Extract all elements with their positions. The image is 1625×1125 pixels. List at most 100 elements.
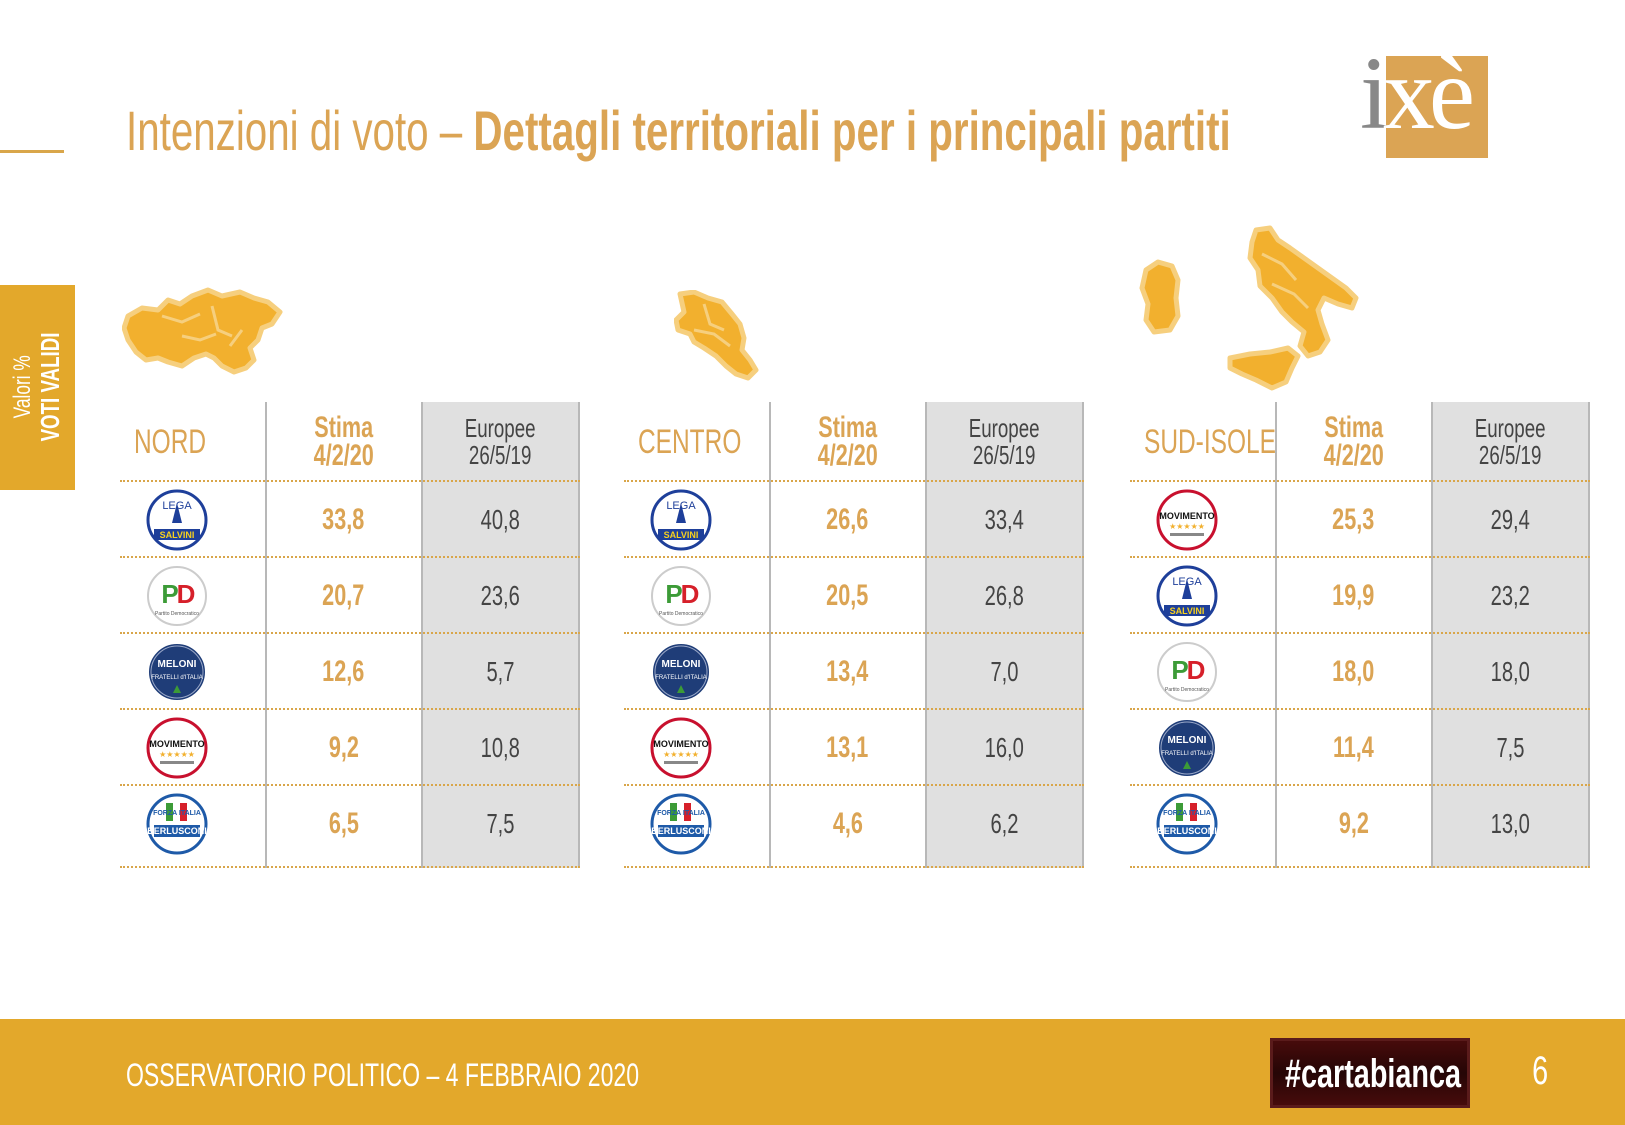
header-stima-line1: Stima: [818, 411, 877, 444]
row-separator: [1130, 708, 1590, 710]
row-separator: [1130, 866, 1590, 868]
header-europee-line1: Europee: [1474, 413, 1546, 443]
region-name-label: NORD: [134, 422, 207, 461]
lega-salvini-logo-icon: LEGA SALVINI: [650, 489, 712, 551]
europee-value: 40,8: [480, 504, 520, 535]
party-logo: LEGA SALVINI: [1156, 565, 1218, 627]
svg-text:MOVIMENTO: MOVIMENTO: [1159, 511, 1214, 521]
table-row: MOVIMENTO ★★★★★ 13,1 16,0: [624, 710, 1084, 786]
party-logo: P D Partito Democratico: [650, 565, 712, 627]
stima-value: 20,5: [826, 579, 869, 612]
stima-cell: 11,4: [1276, 710, 1431, 786]
header-stima-line2: 4/2/20: [313, 439, 374, 472]
stima-value: 6,5: [328, 807, 359, 840]
svg-text:MELONI: MELONI: [158, 659, 197, 670]
europee-value: 10,8: [480, 732, 520, 763]
row-separator: [624, 632, 1084, 634]
header-stima: Stima 4/2/20: [770, 402, 925, 482]
party-logo: FORZA ITALIA BERLUSCONI: [1156, 793, 1218, 855]
svg-text:FORZA ITALIA: FORZA ITALIA: [153, 810, 201, 817]
header-stima-line1: Stima: [314, 411, 373, 444]
row-separator: [624, 708, 1084, 710]
row-separator: [1130, 556, 1590, 558]
stima-cell: 19,9: [1276, 558, 1431, 634]
svg-text:FRATELLI d'ITALIA: FRATELLI d'ITALIA: [1161, 751, 1213, 757]
movimento-5-stelle-logo-icon: MOVIMENTO★★★★★: [146, 717, 208, 779]
svg-text:MELONI: MELONI: [662, 659, 701, 670]
stima-value: 12,6: [322, 655, 365, 688]
svg-text:MOVIMENTO: MOVIMENTO: [149, 739, 204, 749]
party-logo: P D Partito Democratico: [146, 565, 208, 627]
ixe-logo-square: [1386, 56, 1488, 158]
table-row: P D Partito Democratico 20,7 23,6: [120, 558, 580, 634]
partito-democratico-logo-icon: PD Partito Democratico: [651, 566, 711, 626]
header-europee: Europee 26/5/19: [925, 402, 1083, 482]
row-separator: [1130, 632, 1590, 634]
europee-value: 29,4: [1490, 504, 1530, 535]
cartabianca-logo: #cartabianca: [1270, 1038, 1470, 1108]
party-logo: MOVIMENTO ★★★★★: [1156, 489, 1218, 551]
table-row: FORZA ITALIA BERLUSCONI 4,6 6,2: [624, 786, 1084, 862]
svg-text:★★★★★: ★★★★★: [1169, 522, 1205, 531]
stima-value: 19,9: [1332, 579, 1375, 612]
region-table-nord: NORD Stima 4/2/20 Europee 26/5/19 LEGA SALVINI…: [120, 402, 580, 868]
movimento-5-stelle-logo-icon: MOVIMENTO★★★★★: [650, 717, 712, 779]
svg-text:FRATELLI d'ITALIA: FRATELLI d'ITALIA: [151, 675, 203, 681]
title-light: Intenzioni di voto –: [126, 99, 474, 162]
column-divider: [769, 402, 771, 868]
ixe-logo-text: ixè: [1360, 42, 1475, 146]
svg-text:Partito Democratico: Partito Democratico: [659, 611, 703, 617]
europee-cell: 18,0: [1431, 634, 1589, 710]
svg-text:SALVINI: SALVINI: [664, 530, 699, 540]
row-separator: [120, 708, 580, 710]
europee-value: 6,2: [989, 808, 1019, 839]
side-tab-line2: VOTI VALIDI: [35, 332, 65, 442]
header-stima: Stima 4/2/20: [1276, 402, 1431, 482]
europee-cell: 7,5: [1431, 710, 1589, 786]
column-divider: [1431, 402, 1433, 868]
svg-text:LEGA: LEGA: [666, 500, 696, 512]
region-table-centro: CENTRO Stima 4/2/20 Europee 26/5/19 LEGA SALVI…: [624, 402, 1084, 868]
stima-value: 9,2: [328, 731, 359, 764]
svg-text:LEGA: LEGA: [162, 500, 192, 512]
europee-value: 13,0: [1490, 808, 1530, 839]
party-logo: MELONI FRATELLI d'ITALIA: [650, 641, 712, 703]
row-separator: [624, 480, 1084, 482]
table-row: FORZA ITALIA BERLUSCONI 9,2 13,0: [1130, 786, 1590, 862]
side-tab-line1: Valori %: [9, 355, 36, 419]
europee-cell: 23,6: [421, 558, 579, 634]
header-europee-line1: Europee: [464, 413, 536, 443]
header-stima: Stima 4/2/20: [266, 402, 421, 482]
ixe-logo-i: i: [1360, 36, 1389, 151]
stima-cell: 4,6: [770, 786, 925, 862]
svg-text:★★★★★: ★★★★★: [159, 750, 195, 759]
europee-cell: 40,8: [421, 482, 579, 558]
region-name: SUD-ISOLE: [1144, 402, 1327, 482]
party-logo: LEGA SALVINI: [650, 489, 712, 551]
party-logo: FORZA ITALIA BERLUSCONI: [650, 793, 712, 855]
stima-value: 20,7: [322, 579, 365, 612]
europee-value: 7,5: [1495, 732, 1525, 763]
stima-value: 18,0: [1332, 655, 1375, 688]
row-separator: [624, 866, 1084, 868]
table-row: P D Partito Democratico 18,0 18,0: [1130, 634, 1590, 710]
row-separator: [624, 556, 1084, 558]
partito-democratico-logo-icon: PD Partito Democratico: [147, 566, 207, 626]
europee-cell: 6,2: [925, 786, 1083, 862]
row-separator: [1130, 784, 1590, 786]
europee-cell: 33,4: [925, 482, 1083, 558]
europee-column-bg: [421, 402, 579, 868]
fratelli-italia-logo-icon: MELONI FRATELLI d'ITALIA: [147, 642, 207, 702]
stima-cell: 26,6: [770, 482, 925, 558]
lega-salvini-logo-icon: LEGA SALVINI: [1156, 565, 1218, 627]
row-separator: [1130, 480, 1590, 482]
region-name-label: SUD-ISOLE: [1144, 422, 1276, 461]
svg-text:P: P: [161, 579, 178, 609]
svg-text:FORZA ITALIA: FORZA ITALIA: [1163, 810, 1211, 817]
svg-text:BERLUSCONI: BERLUSCONI: [651, 826, 711, 836]
svg-text:SALVINI: SALVINI: [1170, 606, 1205, 616]
europee-column-bg: [1431, 402, 1589, 868]
svg-text:P: P: [1171, 655, 1188, 685]
europee-cell: 10,8: [421, 710, 579, 786]
title-bold: Dettagli territoriali per i principali p…: [473, 99, 1231, 162]
